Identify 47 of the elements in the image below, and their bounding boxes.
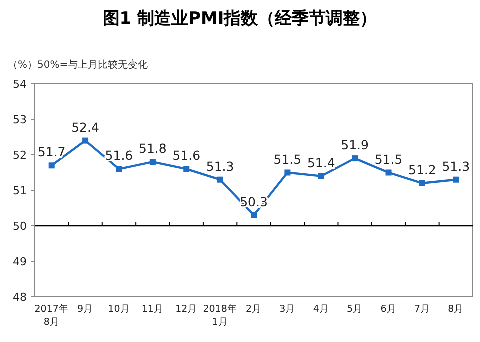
x-tick-label: 6月 <box>380 304 397 315</box>
data-label: 51.4 <box>307 155 336 170</box>
point <box>318 173 324 180</box>
data-label: 51.7 <box>38 144 66 160</box>
data-label: 51.6 <box>105 148 134 164</box>
data-label: 51.5 <box>374 152 403 167</box>
x-tick-label: 2017年 8月 <box>34 303 69 328</box>
data-label: 51.6 <box>172 148 201 164</box>
y-tick-label: 49 <box>13 256 27 268</box>
data-label: 51.9 <box>341 138 370 153</box>
point <box>419 180 426 186</box>
x-tick-label: 3月 <box>280 304 296 315</box>
x-tick-label: 9月 <box>78 304 94 315</box>
y-tick-label: 51 <box>13 184 27 198</box>
data-label: 51.3 <box>442 158 470 174</box>
point <box>217 176 224 183</box>
data-label: 51.8 <box>139 141 167 156</box>
point <box>251 212 257 218</box>
x-tick-label: 12月 <box>176 304 198 315</box>
point <box>453 176 460 183</box>
x-tick-label: 8月 <box>448 304 464 315</box>
point <box>284 170 291 176</box>
point <box>82 138 89 144</box>
data-label: 51.2 <box>408 162 436 178</box>
x-tick-label: 5月 <box>347 304 364 315</box>
x-tick-label: 2018年 1月 <box>203 303 238 328</box>
point <box>150 159 156 166</box>
point <box>184 166 190 172</box>
x-tick-label: 10月 <box>108 304 130 315</box>
data-label: 51.5 <box>274 152 302 167</box>
point <box>48 162 55 169</box>
data-label: 51.3 <box>206 158 234 174</box>
x-tick-label: 11月 <box>142 304 164 315</box>
y-tick-label: 50 <box>13 220 27 233</box>
chart-subtitle: （%）50%=与上月比较无变化 <box>8 59 148 71</box>
y-tick-label: 48 <box>13 291 27 304</box>
point <box>352 156 358 162</box>
y-tick-label: 53 <box>13 114 27 126</box>
y-tick-label: 52 <box>13 149 27 162</box>
y-tick-label: 54 <box>13 78 27 91</box>
x-tick-label: 4月 <box>313 304 330 315</box>
data-label: 52.4 <box>72 120 100 135</box>
x-tick-label: 2月 <box>246 304 262 315</box>
point <box>116 166 122 172</box>
chart-title: 图1 制造业PMI指数（经季节调整） <box>102 9 378 29</box>
x-tick-label: 7月 <box>414 304 430 315</box>
point <box>386 170 392 176</box>
